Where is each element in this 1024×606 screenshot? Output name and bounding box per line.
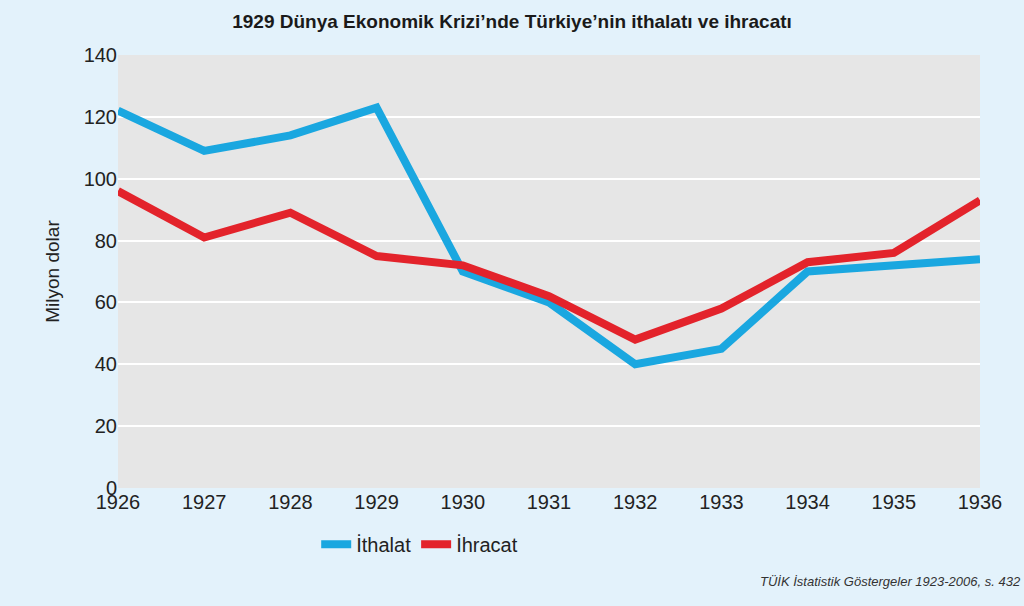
svg-text:1926: 1926 [96,491,141,513]
svg-text:İhracat: İhracat [456,534,518,556]
svg-text:1931: 1931 [527,491,572,513]
svg-text:100: 100 [84,168,117,190]
svg-text:140: 140 [84,44,117,66]
svg-text:1929 Dünya Ekonomik Krizi’nde: 1929 Dünya Ekonomik Krizi’nde Türkiye’ni… [232,11,792,32]
svg-text:1935: 1935 [872,491,917,513]
svg-text:1934: 1934 [785,491,830,513]
svg-text:1927: 1927 [182,491,227,513]
svg-text:20: 20 [95,415,117,437]
svg-text:1936: 1936 [958,491,1003,513]
svg-text:60: 60 [95,291,117,313]
svg-text:İthalat: İthalat [356,534,411,556]
svg-text:1932: 1932 [613,491,658,513]
svg-text:120: 120 [84,106,117,128]
svg-text:1929: 1929 [354,491,399,513]
svg-text:Milyon dolar: Milyon dolar [42,220,63,323]
svg-text:80: 80 [95,230,117,252]
svg-text:40: 40 [95,353,117,375]
svg-text:1928: 1928 [268,491,313,513]
svg-text:0: 0 [106,477,117,499]
svg-text:TÜİK İstatistik Göstergeler 19: TÜİK İstatistik Göstergeler 1923-2006, s… [760,574,1021,589]
svg-text:1933: 1933 [699,491,744,513]
svg-text:1930: 1930 [441,491,486,513]
